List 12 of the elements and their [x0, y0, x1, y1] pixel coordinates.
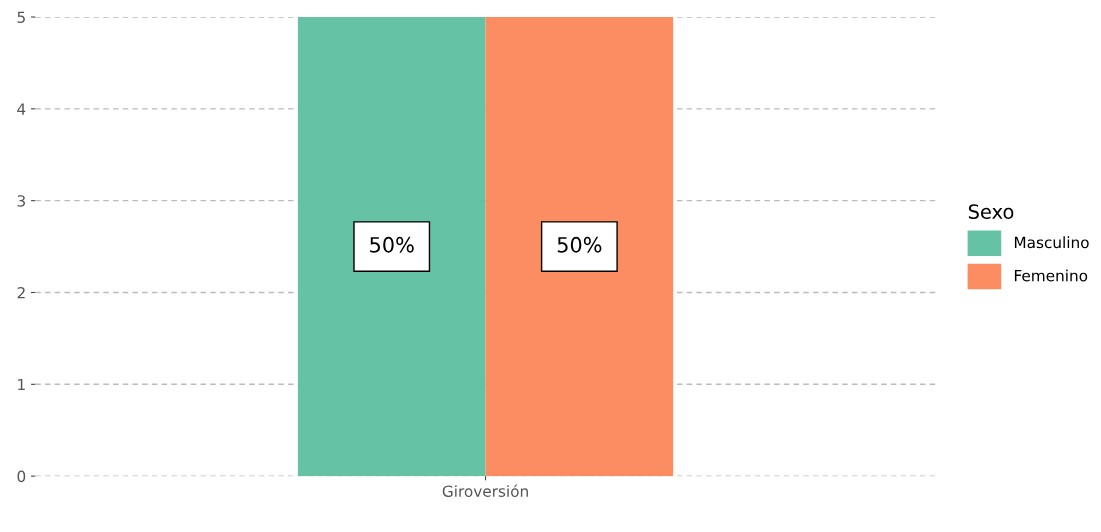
y-tick-label: 5	[17, 11, 25, 24]
y-tick-label: 2	[17, 286, 25, 299]
y-tick-label: 4	[17, 103, 26, 115]
annotation: 50%	[370, 236, 414, 253]
annotation: 50%	[557, 236, 602, 253]
legend-title: Sexo	[968, 204, 1014, 219]
y-tick-label: 3	[17, 195, 25, 207]
legend-label: Masculino	[1014, 236, 1089, 249]
legend-label: Femenino	[1014, 269, 1088, 282]
x-tick-label: Giroversión	[442, 484, 528, 497]
y-tick-label: 1	[18, 378, 25, 391]
y-tick-label: 0	[17, 470, 26, 483]
